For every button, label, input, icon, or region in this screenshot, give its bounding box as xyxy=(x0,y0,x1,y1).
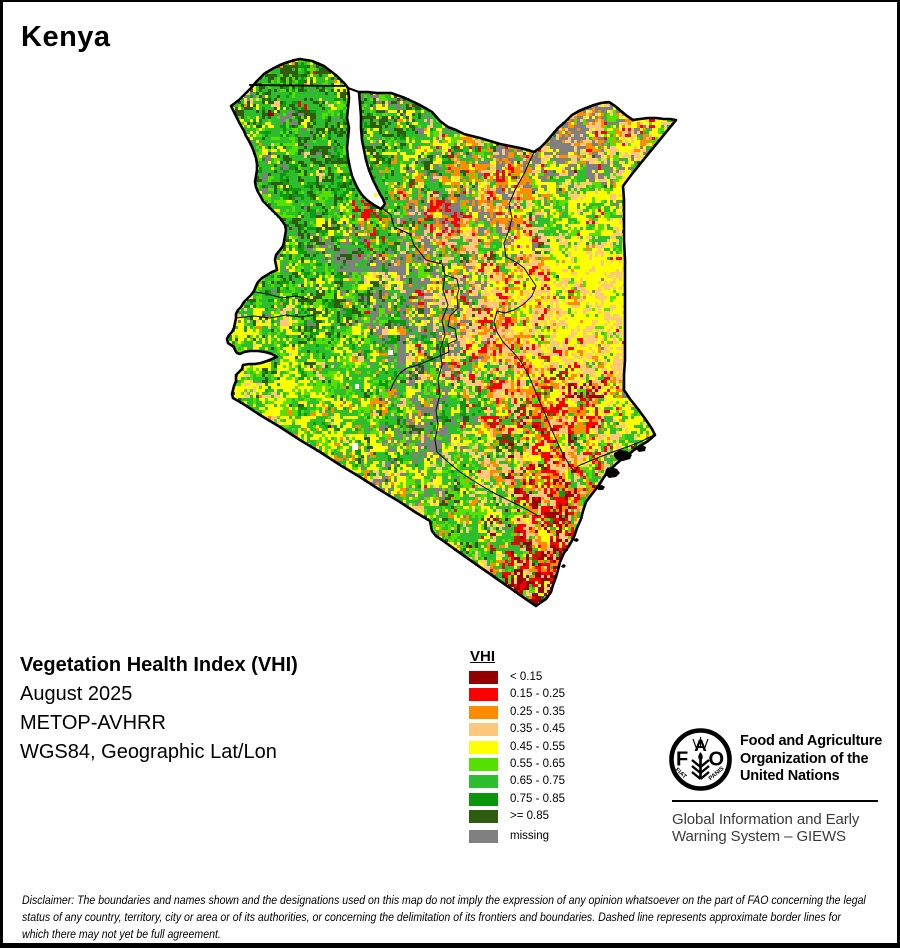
svg-text:O: O xyxy=(709,749,725,771)
svg-text:F: F xyxy=(676,749,688,771)
svg-text:A: A xyxy=(694,736,706,755)
